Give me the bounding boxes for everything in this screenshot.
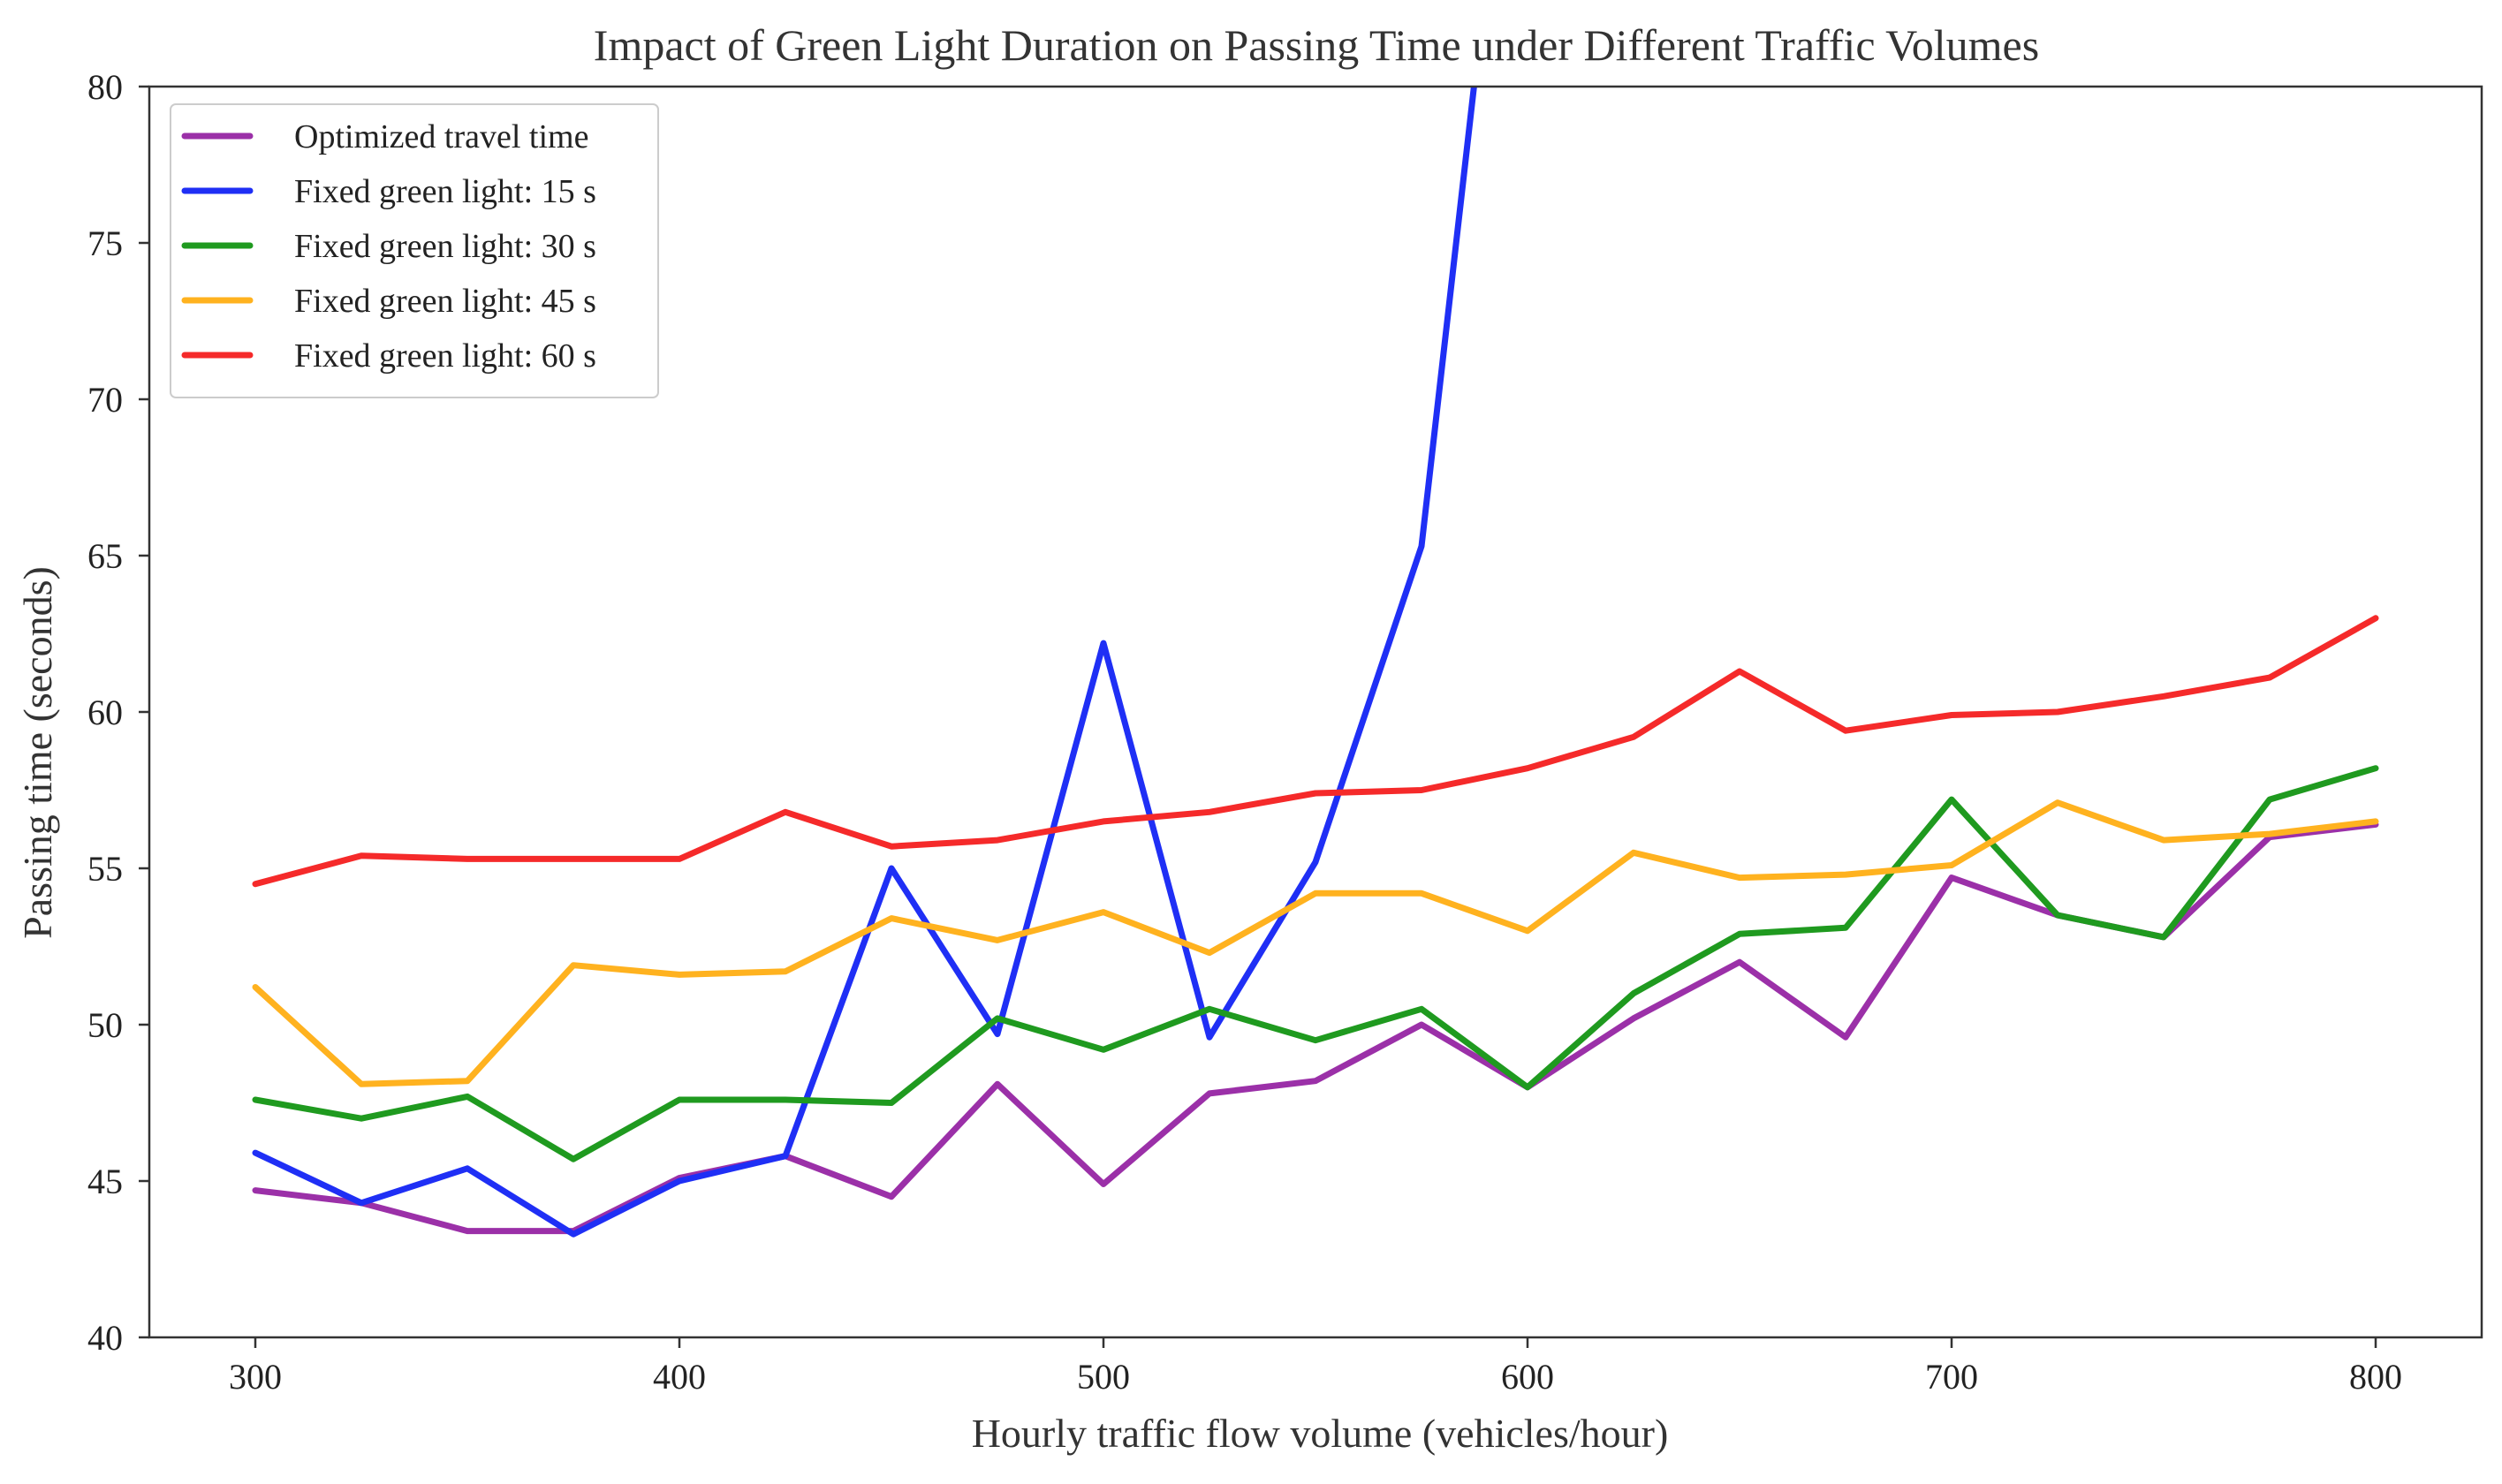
y-tick-label: 45 <box>87 1162 123 1201</box>
legend-label: Fixed green light: 30 s <box>294 228 596 265</box>
y-tick-label: 75 <box>87 223 123 263</box>
y-tick-label: 80 <box>87 67 123 107</box>
legend-label: Fixed green light: 60 s <box>294 337 596 375</box>
y-tick-label: 60 <box>87 693 123 732</box>
y-tick-label: 70 <box>87 380 123 420</box>
y-tick-label: 55 <box>87 849 123 889</box>
x-tick-label: 600 <box>1501 1357 1554 1397</box>
series-line-3 <box>252 765 2379 1162</box>
x-tick-label: 800 <box>2349 1357 2402 1397</box>
chart-title: Impact of Green Light Duration on Passin… <box>594 20 2039 70</box>
legend-label: Optimized travel time <box>294 118 588 155</box>
y-tick-label: 40 <box>87 1318 123 1358</box>
y-axis-label: Passing time (seconds) <box>15 566 60 939</box>
legend-label: Fixed green light: 45 s <box>294 283 596 320</box>
plot-frame <box>148 85 2483 1339</box>
x-tick-label: 500 <box>1077 1357 1130 1397</box>
x-tick-label: 300 <box>229 1357 282 1397</box>
series-line-4 <box>252 799 2379 1087</box>
x-axis-label: Hourly traffic flow volume (vehicles/hou… <box>972 1411 1669 1456</box>
y-tick-label: 50 <box>87 1005 123 1045</box>
series-line-2 <box>252 87 1477 1238</box>
axis-ticks: 300 400 500 600 700 800 40 45 50 55 60 65 70 75 80 <box>87 67 2402 1397</box>
legend: Optimized travel time Fixed green light: … <box>170 103 659 398</box>
series-line-5 <box>252 615 2379 888</box>
x-tick-label: 700 <box>1925 1357 1978 1397</box>
x-tick-label: 400 <box>653 1357 706 1397</box>
y-tick-label: 65 <box>87 536 123 576</box>
legend-label: Fixed green light: 15 s <box>294 173 596 210</box>
series-lines <box>252 87 2379 1238</box>
legend-box <box>170 103 659 398</box>
